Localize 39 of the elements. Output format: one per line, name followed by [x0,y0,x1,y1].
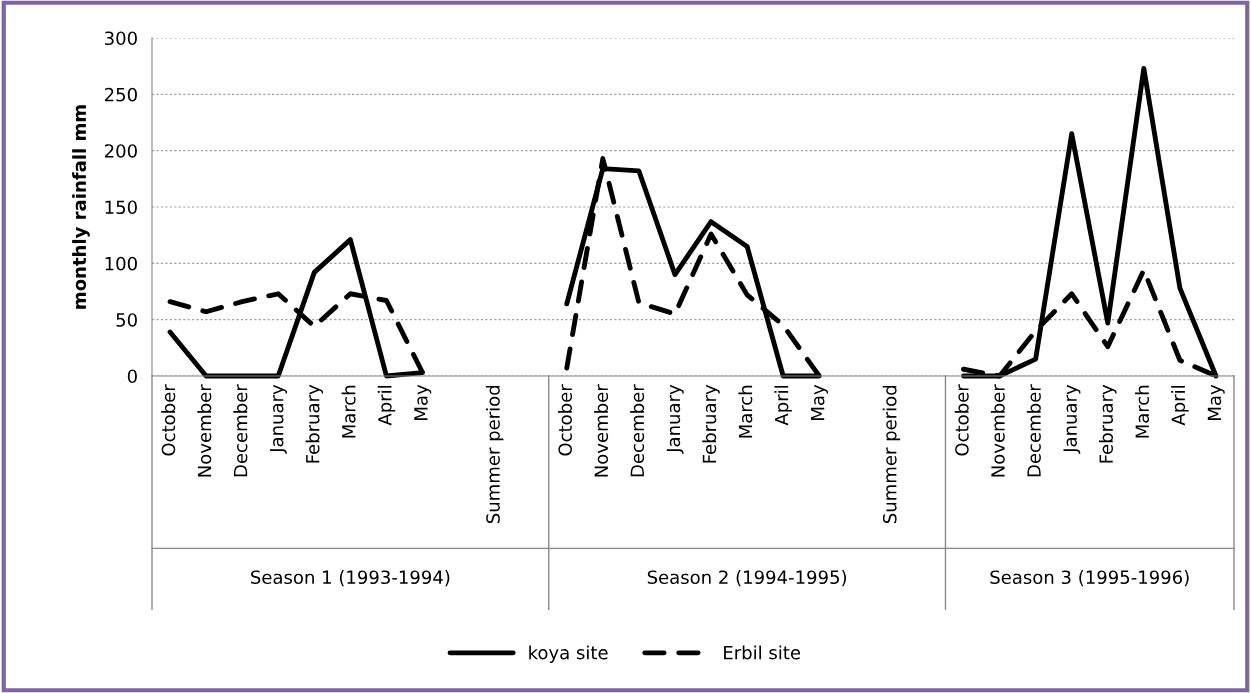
text: Season 3 (1995-1996) [990,570,1189,587]
x-tick-label: January [270,384,287,454]
x-tick-label: Summer period [485,385,504,524]
x-tick-label: May [811,384,828,420]
y-axis-title: monthly rainfall mm [72,105,90,309]
y-tick-label: 50 [116,313,137,327]
x-tick-label: December [233,384,248,477]
x-tick-label: March [1135,385,1150,438]
x-tick-label: October [954,384,969,456]
x-tick-label: February [305,384,324,463]
y-tick-label: 250 [104,87,137,102]
x-tick-label: March [341,385,356,438]
x-tick-label: December [630,384,645,477]
x-tick-label: May [414,384,432,420]
x-tick-label: February [1099,384,1117,463]
legend-label: koya site [529,645,608,663]
x-tick-label: Summer period [882,385,901,524]
y-tick-label: 300 [105,31,137,46]
x-tick-label: March [738,385,753,438]
x-tick-label: April [1171,386,1189,426]
x-tick-label: December [1026,384,1041,477]
x-tick-label: April [377,386,396,426]
x-tick-label: November [990,384,1005,477]
x-tick-label: February [702,384,720,463]
x-tick-label: October [558,384,573,456]
legend-label: Erbil site [724,645,801,660]
text: Season 2 (1994-1995) [647,570,847,587]
text: Season 1 (1993-1994) [251,570,450,587]
x-tick-label: October [161,384,176,456]
x-tick-label: January [1063,384,1081,454]
x-tick-label: November [197,384,212,477]
y-tick-label: 150 [105,200,137,215]
x-tick-label: November [594,384,609,477]
y-tick-label: 200 [104,144,137,158]
x-tick-label: May [1207,384,1225,420]
x-tick-label: January [666,384,684,454]
x-tick-label: April [774,386,792,426]
y-tick-label: 100 [105,256,137,271]
y-tick-label: 0 [127,369,137,384]
